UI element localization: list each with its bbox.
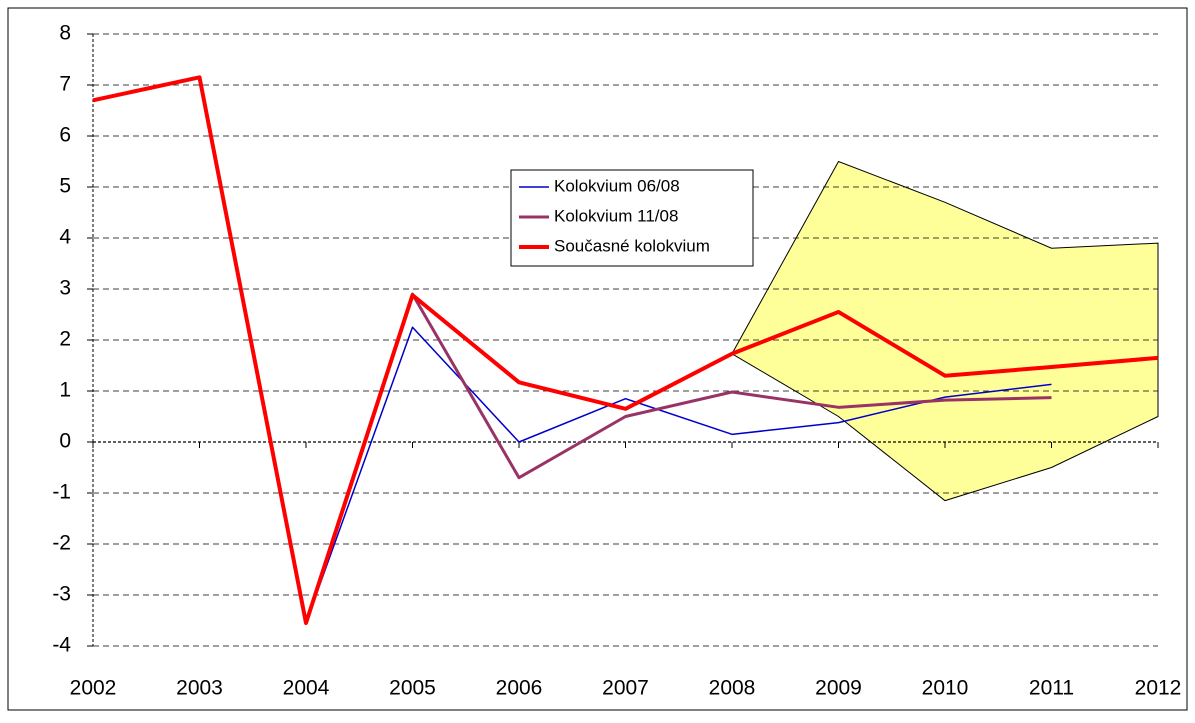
x-tick-label: 2011 [1029, 677, 1074, 700]
y-tick-label: 4 [59, 226, 71, 249]
x-tick-label: 2006 [496, 677, 543, 700]
legend-label: Kolokvium 06/08 [554, 176, 680, 195]
y-tick-label: 6 [59, 124, 71, 147]
y-tick-label: -1 [52, 481, 71, 504]
interval-band [731, 160, 1159, 502]
y-tick-label: 0 [59, 430, 71, 453]
x-tick-label: 2008 [709, 677, 756, 700]
legend: Kolokvium 06/08 Kolokvium 11/08 Současné k… [510, 169, 754, 267]
y-tick-label: 7 [59, 73, 71, 96]
x-tick-label: 2009 [815, 677, 862, 700]
x-tick-label: 2002 [70, 677, 117, 700]
y-tick-label: -3 [52, 583, 71, 606]
y-tick-label: 1 [59, 379, 71, 402]
legend-box [510, 169, 754, 267]
x-tick-label: 2007 [602, 677, 649, 700]
y-tick-label: -4 [52, 634, 71, 657]
series-line [92, 75, 1159, 626]
legend-label: Současné kolokvium [554, 236, 710, 255]
y-tick-label: 5 [59, 175, 71, 198]
y-tick-label: 2 [59, 328, 71, 351]
x-tick-label: 2005 [389, 677, 436, 700]
x-tick-label: 2003 [176, 677, 223, 700]
x-tick-label: 2012 [1135, 677, 1182, 700]
x-tick-label: 2010 [922, 677, 969, 700]
y-tick-label: -2 [52, 532, 71, 555]
legend-label: Kolokvium 11/08 [554, 206, 678, 225]
x-tick-label: 2004 [283, 677, 330, 700]
y-tick-label: 8 [59, 22, 71, 45]
y-tick-label: 3 [59, 277, 71, 300]
